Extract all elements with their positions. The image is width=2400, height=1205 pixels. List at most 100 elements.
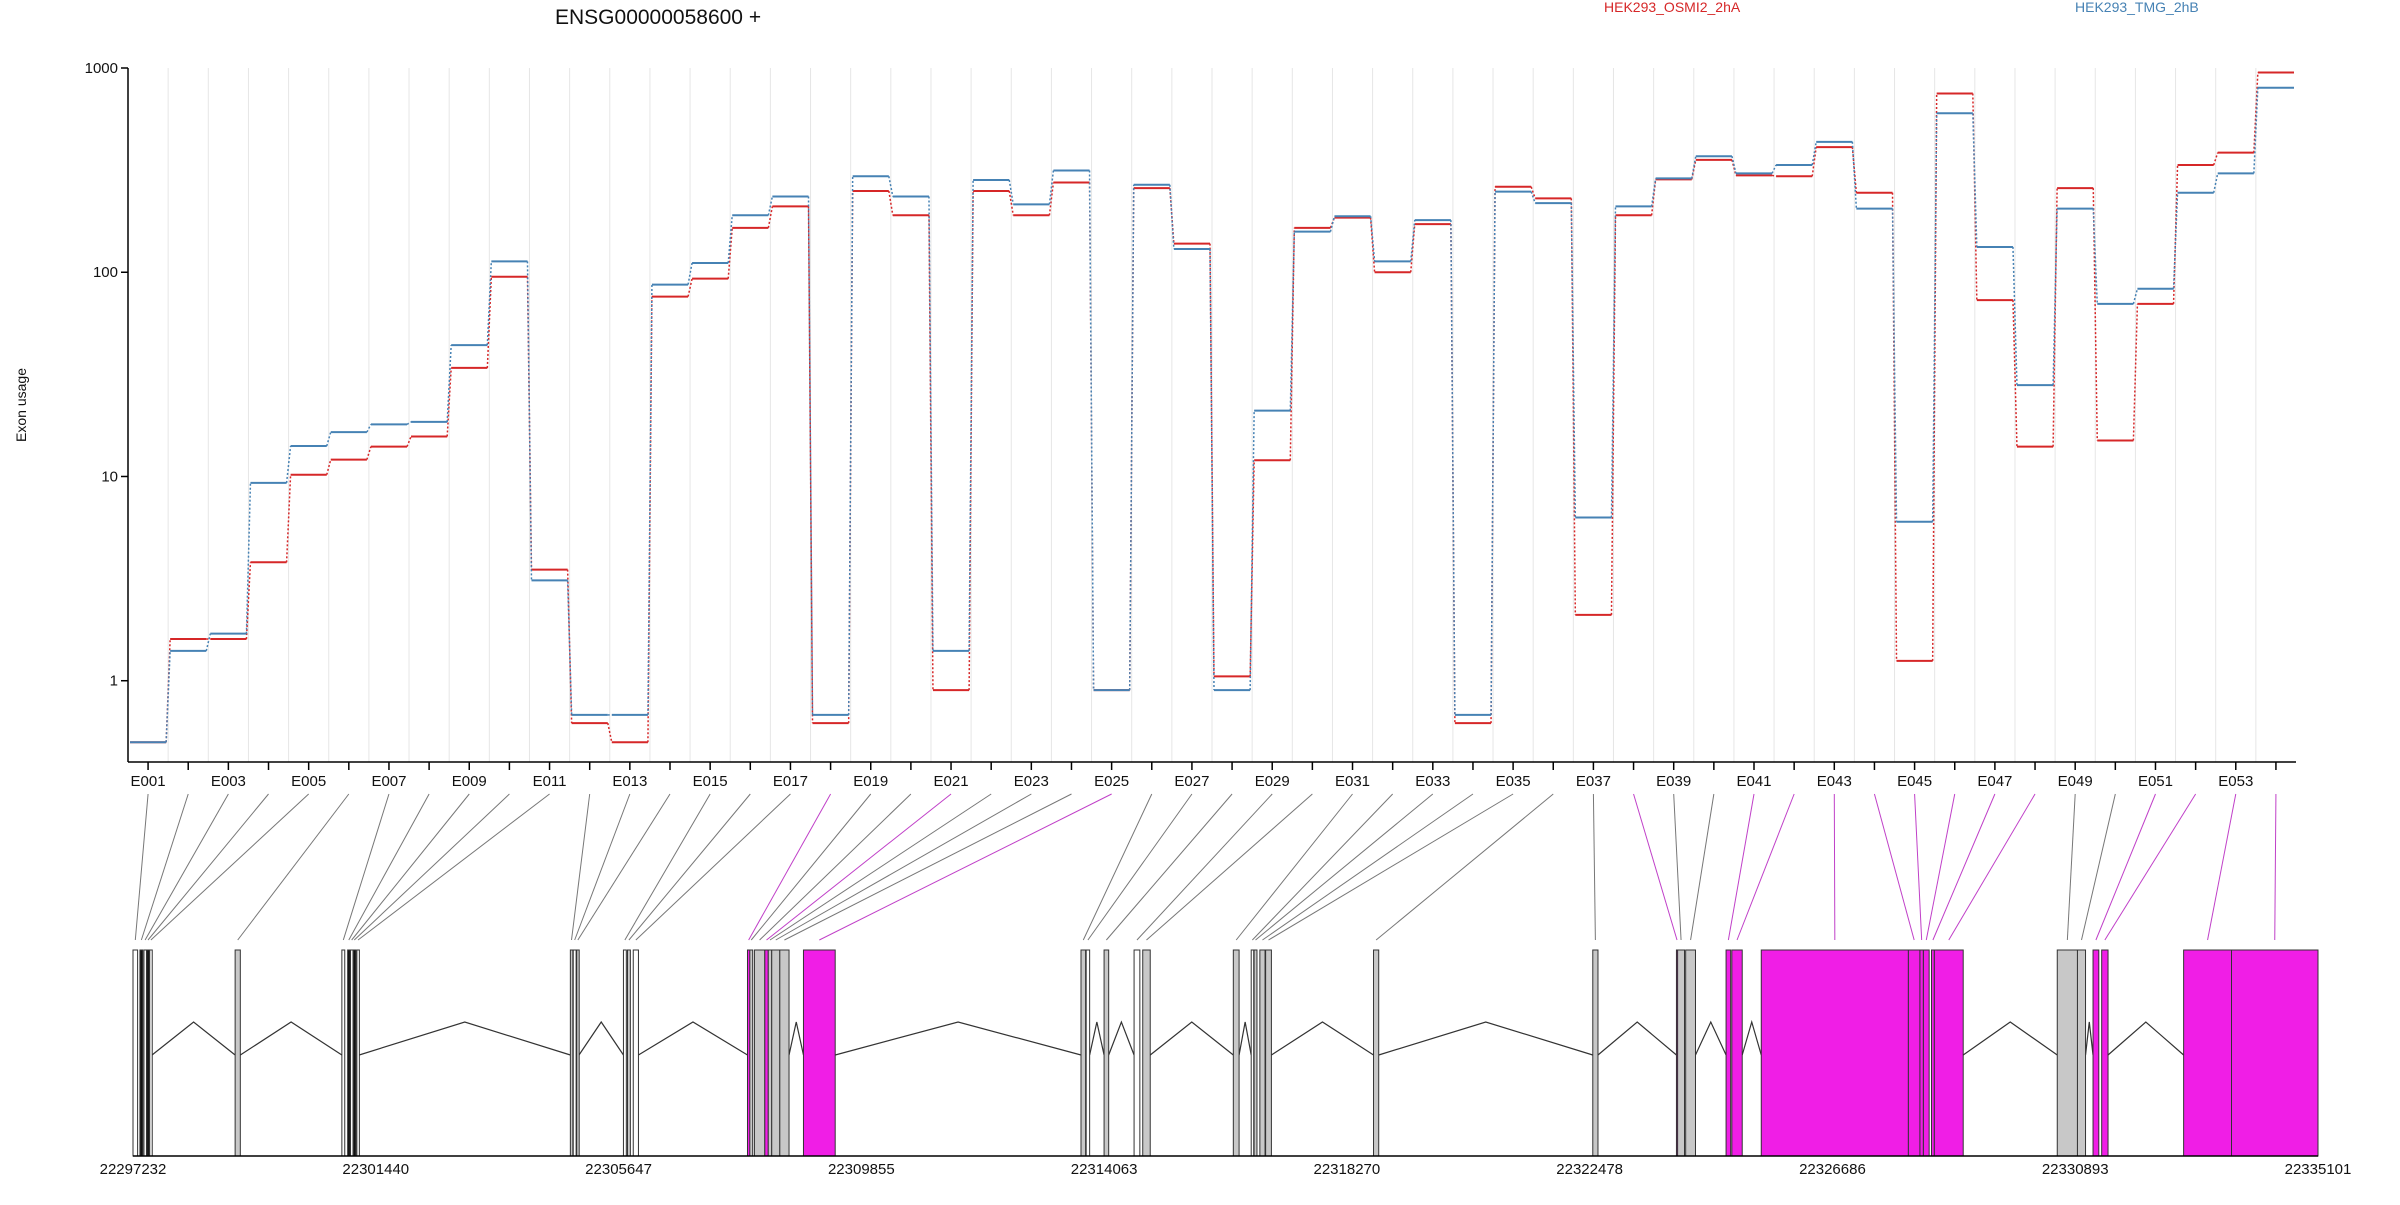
series-connector (406, 436, 412, 447)
exon-box (1933, 949, 1964, 1157)
exon-box (569, 949, 574, 1157)
intron-line (239, 1021, 343, 1056)
exon-box (2076, 949, 2087, 1157)
series-connector (1369, 217, 1376, 273)
series-connector (1891, 208, 1898, 522)
exon-box (779, 949, 790, 1157)
series-connector (727, 227, 733, 279)
exon-box (234, 949, 241, 1157)
x-tick-label: E037 (1576, 773, 1611, 790)
x-tick-label: E027 (1174, 773, 1209, 790)
series-connector (566, 569, 573, 724)
intron-line (1694, 1020, 1727, 1056)
exon-box (1760, 949, 1909, 1157)
series-connector (1128, 184, 1135, 691)
series-connector (2132, 303, 2139, 441)
x-tick-label: E013 (612, 773, 647, 790)
exon-box (1725, 949, 1732, 1157)
genomic-tick-label: 22335101 (2285, 1161, 2352, 1178)
exon-box (347, 949, 351, 1157)
exon-box (1259, 949, 1266, 1157)
series-connector (1811, 146, 1817, 177)
exon-box (626, 949, 631, 1157)
exon-connector (1082, 793, 1153, 941)
series-connector (1972, 93, 1978, 301)
exon-connector (571, 793, 591, 941)
exon-box (2056, 949, 2078, 1157)
exon-connector (353, 793, 510, 941)
exon-box (143, 949, 147, 1157)
series-connector (1610, 215, 1617, 615)
series-connector (2052, 188, 2058, 447)
intron-line (1271, 1021, 1374, 1056)
series-connector (767, 196, 774, 216)
exon-box (576, 949, 580, 1157)
exon-connector (1690, 793, 1715, 941)
exon-connector (574, 793, 631, 941)
genomic-tick-label: 22309855 (828, 1161, 895, 1178)
series-connector (1851, 141, 1858, 209)
exon-box (356, 949, 360, 1157)
intron-line (151, 1021, 236, 1056)
legend-label-series-1: HEK293_OSMI2_2hA (1604, 0, 1741, 15)
exon-connector (134, 793, 149, 941)
exon-connector (1727, 793, 1755, 941)
exon-gridlines (167, 68, 2257, 762)
series-connector (526, 261, 533, 581)
x-tick-label: E029 (1255, 773, 1290, 790)
x-tick-label: E005 (291, 773, 326, 790)
series-connector (2172, 192, 2179, 289)
genomic-tick-label: 22301440 (342, 1161, 409, 1178)
x-tick-label: E023 (1014, 773, 1049, 790)
genomic-tick-label: 22330893 (2042, 1161, 2109, 1178)
exon-connector (1375, 793, 1554, 941)
exon-connector (577, 793, 671, 941)
exon-connector (1914, 793, 1923, 941)
y-tick-label: 10 (101, 468, 118, 485)
exon-connector (1736, 793, 1795, 941)
series-connector (1450, 220, 1456, 715)
exon-connector (1087, 793, 1193, 941)
x-tick-label: E053 (2218, 773, 2253, 790)
exon-connector (237, 793, 350, 941)
series-connector (366, 424, 372, 433)
x-tick-label: E019 (853, 773, 888, 790)
exon-box (1085, 949, 1091, 1157)
x-tick-label: E041 (1736, 773, 1771, 790)
y-tick-label: 100 (93, 264, 118, 281)
exon-box (802, 949, 836, 1157)
x-tick-label: E007 (371, 773, 406, 790)
exon-connector (351, 793, 470, 941)
exon-box (2092, 949, 2100, 1157)
exon-connector (766, 793, 952, 941)
genomic-axis: 22297232 22301440 22305647 22309855 22314063… (100, 1155, 2352, 1178)
x-tick-label: E035 (1496, 773, 1531, 790)
series-connector (245, 482, 252, 634)
exon-box (771, 949, 781, 1157)
series-connector (1650, 178, 1657, 207)
exon-connector (1268, 793, 1514, 941)
series-connector (1771, 164, 1777, 174)
exon-box (1907, 949, 1921, 1157)
intron-line (2107, 1021, 2185, 1056)
exon-box (1919, 949, 1924, 1157)
series-connector (1209, 243, 1215, 677)
intron-line (1238, 1021, 1252, 1056)
y-tick-label: 1000 (85, 60, 118, 77)
series-connector (888, 176, 894, 197)
x-tick-label: E047 (1977, 773, 2012, 790)
series-connector (285, 474, 292, 563)
genomic-tick-label: 22297232 (100, 1161, 167, 1178)
series-connector (807, 196, 814, 715)
exon-box (1142, 949, 1151, 1157)
exon-box (350, 949, 354, 1157)
exon-connector (624, 793, 711, 941)
series-connector (1931, 113, 1938, 522)
exon-box (149, 949, 153, 1157)
intron-line (1962, 1021, 2058, 1056)
exon-box (1250, 949, 1255, 1157)
exon-box (1677, 949, 1686, 1157)
series-connector (446, 367, 452, 437)
